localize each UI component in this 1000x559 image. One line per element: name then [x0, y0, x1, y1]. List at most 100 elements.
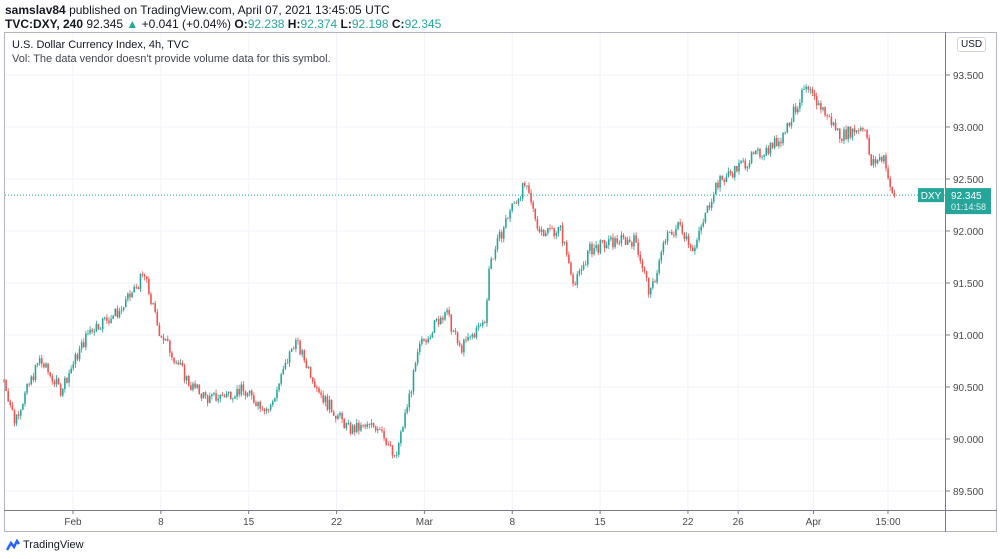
candle-body	[771, 142, 774, 148]
candle-body	[320, 392, 322, 395]
candle-body	[490, 258, 492, 269]
candle-body	[402, 427, 404, 432]
candle-body	[410, 391, 413, 394]
candle-body	[870, 154, 873, 166]
candle-body	[194, 383, 196, 388]
candle-body	[61, 388, 64, 396]
candle-body	[204, 392, 207, 396]
candle-body	[484, 322, 486, 324]
candle-body	[492, 258, 495, 260]
candle-body	[507, 218, 509, 220]
candle-body	[876, 160, 879, 164]
candle-body	[282, 369, 285, 375]
x-tick-label: 22	[682, 517, 694, 528]
candle-body	[664, 241, 667, 243]
candle-body	[576, 274, 579, 285]
candle-body	[114, 308, 117, 316]
candle-body	[87, 333, 89, 335]
volume-note: Vol: The data vendor doesn't provide vol…	[12, 53, 331, 65]
candle-body	[603, 240, 606, 249]
candle-body	[662, 242, 665, 253]
candle-body	[101, 318, 104, 330]
candle-body	[326, 396, 329, 410]
candle-body	[578, 270, 581, 275]
candle-body	[519, 198, 522, 200]
candle-body	[284, 362, 287, 370]
candle-body	[145, 276, 148, 279]
candle-body	[610, 237, 612, 240]
up-arrow-icon: ▲	[126, 17, 139, 31]
candle-body	[248, 390, 251, 394]
candle-body	[110, 318, 112, 323]
publisher[interactable]: samslav84	[5, 3, 66, 17]
candle-body	[712, 194, 715, 202]
candle-body	[452, 330, 455, 332]
tradingview-logo[interactable]: TradingView	[6, 539, 84, 551]
candle-body	[673, 234, 675, 236]
candle-body	[261, 408, 264, 410]
candle-body	[473, 334, 476, 338]
candle-body	[313, 381, 316, 387]
candle-body	[192, 383, 194, 390]
candle-body	[635, 235, 637, 243]
candle-body	[780, 141, 782, 144]
candle-body	[540, 229, 543, 232]
candle-body	[731, 173, 734, 178]
candle-body	[710, 201, 713, 208]
candle-body	[708, 205, 711, 208]
candle-body	[626, 239, 629, 245]
candle-body	[437, 319, 440, 325]
candle-body	[38, 358, 41, 364]
candle-body	[32, 376, 35, 381]
candle-body	[759, 149, 761, 158]
candle-body	[631, 242, 633, 247]
candle-body	[179, 362, 182, 365]
candle-body	[82, 342, 85, 348]
candle-body	[544, 233, 547, 237]
candle-body	[158, 325, 161, 337]
candle-body	[347, 422, 350, 424]
candle-body	[122, 307, 125, 310]
candle-body	[370, 423, 373, 425]
candle-body	[85, 333, 87, 348]
candle-body	[376, 429, 379, 431]
candle-body	[385, 438, 387, 445]
candle-body	[534, 208, 537, 220]
candle-body	[22, 403, 24, 410]
candle-body	[68, 373, 70, 383]
candle-body	[570, 262, 572, 275]
currency-button[interactable]: USD	[957, 37, 987, 52]
candle-body	[156, 312, 159, 326]
candle-body	[290, 348, 293, 352]
candle-body	[358, 423, 360, 431]
candle-body	[782, 133, 784, 144]
candle-body	[234, 396, 236, 399]
candle-body	[641, 260, 644, 269]
candle-body	[322, 394, 324, 403]
candle-body	[851, 128, 854, 138]
candle-body	[448, 310, 450, 315]
candle-body	[198, 384, 201, 395]
candle-body	[43, 363, 45, 368]
candle-body	[668, 232, 671, 233]
candle-body	[628, 239, 631, 243]
candle-body	[557, 227, 560, 233]
candle-body	[34, 364, 37, 381]
candle-body	[374, 426, 377, 431]
candle-body	[784, 132, 786, 134]
candle-body	[801, 89, 803, 103]
x-tick-label: Feb	[64, 517, 82, 528]
candle-body	[171, 352, 173, 358]
candle-body	[719, 175, 721, 188]
candle-body	[584, 264, 587, 266]
candle-body	[311, 377, 314, 382]
y-tick-label: 93.000	[953, 123, 984, 134]
candle-body	[412, 370, 415, 392]
candle-body	[723, 179, 726, 182]
candle-body	[513, 202, 516, 204]
candle-body	[586, 250, 589, 265]
candle-body	[660, 252, 663, 261]
candle-body	[589, 243, 591, 251]
candle-body	[698, 230, 700, 241]
